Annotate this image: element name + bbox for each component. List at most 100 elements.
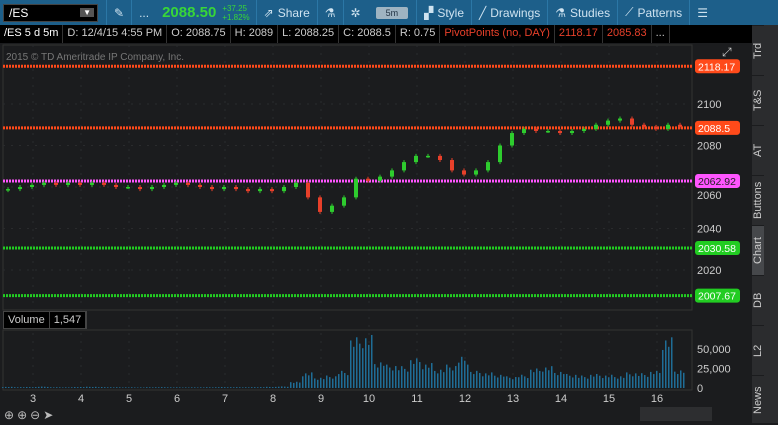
candle [366, 179, 370, 181]
volume-bar [47, 387, 49, 388]
tab-db[interactable]: DB [752, 275, 764, 325]
volume-bar [338, 374, 340, 388]
volume-bar [551, 366, 553, 388]
x-tick-label: 14 [555, 393, 567, 405]
price-level-label: 2030.58 [698, 243, 736, 255]
tab-l2[interactable]: L2 [752, 325, 764, 375]
candle [30, 185, 34, 187]
volume-bar [482, 376, 484, 388]
volume-bar [104, 387, 106, 388]
tab-news[interactable]: News [752, 375, 764, 425]
volume-bar [254, 387, 256, 388]
volume-bar [89, 387, 91, 388]
volume-bar [587, 379, 589, 388]
candle [138, 187, 142, 189]
volume-bar [50, 387, 52, 388]
cursor-icon[interactable]: ➤ [43, 408, 53, 422]
volume-bar [647, 377, 649, 388]
candle [306, 183, 310, 198]
volume-bar [74, 387, 76, 388]
x-tick-label: 5 [126, 393, 132, 405]
volume-bar [230, 387, 232, 388]
volume-bar [128, 387, 130, 388]
candle [354, 179, 358, 198]
volume-bar [674, 372, 676, 388]
tab-ts[interactable]: T&S [752, 75, 764, 125]
volume-bar [140, 387, 142, 388]
volume-bar [623, 378, 625, 388]
volume-bar [479, 373, 481, 388]
volume-bar [284, 387, 286, 388]
volume-bar [455, 366, 457, 388]
volume-bar [125, 387, 127, 388]
volume-bar [485, 373, 487, 388]
volume-bar [206, 387, 208, 388]
volume-bar [548, 370, 550, 388]
volume-bar [179, 387, 181, 388]
tab-buttons[interactable]: Buttons [752, 175, 764, 225]
volume-bar [134, 387, 136, 388]
volume-bar [515, 377, 517, 388]
price-tick-label: 2040 [697, 224, 721, 236]
candle [126, 187, 130, 189]
volume-bar [131, 387, 133, 388]
volume-bar [71, 387, 73, 388]
volume-bar [404, 369, 406, 388]
candle [186, 183, 190, 185]
candle [630, 119, 634, 125]
candle [378, 177, 382, 181]
volume-bar [32, 387, 34, 388]
horizontal-scrollbar[interactable] [640, 407, 712, 421]
volume-bar [11, 387, 13, 388]
volume-bar [635, 373, 637, 388]
volume-bar [500, 375, 502, 388]
volume-tick-label: 25,000 [697, 364, 731, 376]
zoom-out-icon[interactable]: ⊖ [30, 408, 40, 422]
volume-bar [611, 375, 613, 388]
volume-bar [584, 377, 586, 388]
volume-bar [35, 387, 37, 388]
volume-bar [578, 378, 580, 388]
volume-bar [296, 382, 298, 388]
volume-bar [290, 382, 292, 388]
volume-bar [305, 373, 307, 388]
candle [390, 170, 394, 176]
volume-bar [677, 374, 679, 388]
volume-bar [563, 374, 565, 388]
volume-bar [20, 387, 22, 388]
candle [78, 183, 82, 185]
volume-bar [518, 377, 520, 388]
tab-trd[interactable]: Trd [752, 25, 764, 75]
volume-bar [221, 387, 223, 388]
volume-bar [458, 363, 460, 388]
volume-bar [239, 387, 241, 388]
volume-bar [263, 387, 265, 388]
volume-bar [68, 387, 70, 388]
candle [402, 162, 406, 170]
volume-bar [494, 376, 496, 388]
volume-bar [470, 372, 472, 388]
volume-bar [287, 387, 289, 388]
volume-bar [110, 387, 112, 388]
volume-bar [233, 387, 235, 388]
crosshair-icon[interactable]: ⊕ [4, 408, 14, 422]
x-tick-label: 7 [222, 393, 228, 405]
x-tick-label: 16 [651, 393, 663, 405]
volume-bar [194, 387, 196, 388]
volume-bar [119, 387, 121, 388]
volume-bar [659, 373, 661, 388]
volume-bar [59, 387, 61, 388]
volume-bar [245, 387, 247, 388]
tab-at[interactable]: AT [752, 125, 764, 175]
volume-tick-label: 50,000 [697, 344, 731, 356]
tab-chart[interactable]: Chart [752, 225, 764, 275]
price-level-label: 2118.17 [698, 61, 735, 73]
candle [426, 156, 430, 158]
x-tick-label: 12 [459, 393, 471, 405]
volume-bar [575, 375, 577, 388]
zoom-in-icon[interactable]: ⊕ [17, 408, 27, 422]
volume-bar [632, 376, 634, 388]
volume-bar [323, 379, 325, 388]
candle [234, 187, 238, 189]
